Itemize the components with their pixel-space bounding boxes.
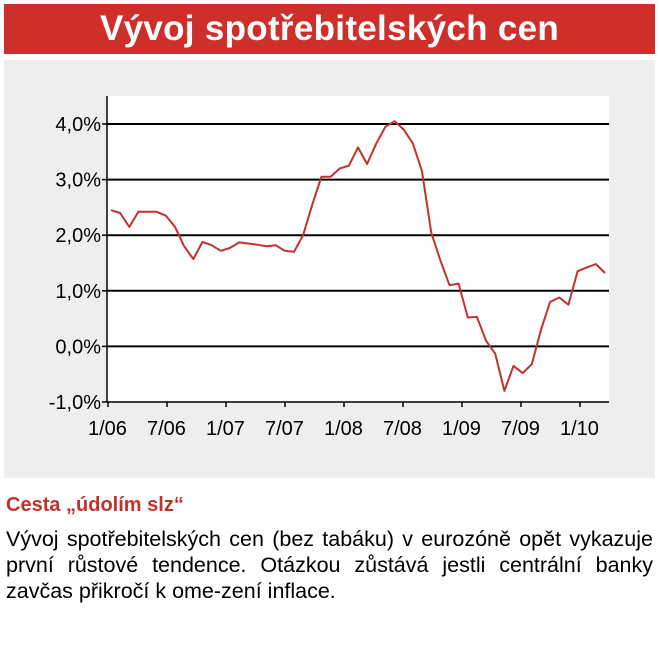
x-tick-label: 1/08 [324,418,363,440]
chart-title: Vývoj spotřebitelských cen [99,9,560,48]
series-line [110,120,606,392]
x-tick-label: 1/09 [442,418,481,440]
y-tick-label: -1,0% [49,392,101,414]
y-tick-label: 0,0% [55,336,101,358]
inflation-line-chart: 4,0% 3,0% 2,0% 1,0% 0,0% -1,0% 1/06 7/06 1/07 7/0… [49,96,609,440]
y-tick-label: 1,0% [55,281,101,303]
x-tick-label: 7/08 [383,418,422,440]
y-tick-label: 3,0% [55,170,101,192]
x-tick-label: 1/06 [88,418,127,440]
y-tick-label: 4,0% [55,114,101,136]
x-tick-label: 1/10 [560,418,599,440]
x-tick-label: 7/06 [147,418,186,440]
article-body: Vývoj spotřebitelských cen (bez tabáku) … [6,527,653,603]
chart-title-banner: Vývoj spotřebitelských cen [4,4,655,54]
x-tick-label: 7/07 [265,418,304,440]
x-tick-label: 7/09 [501,418,540,440]
chart-panel: 4,0% 3,0% 2,0% 1,0% 0,0% -1,0% 1/06 7/06 1/07 7/0… [4,60,655,478]
article-subtitle: Cesta „údolím slz“ [6,494,184,516]
y-tick-label: 2,0% [55,225,101,247]
x-tick-label: 1/07 [206,418,245,440]
